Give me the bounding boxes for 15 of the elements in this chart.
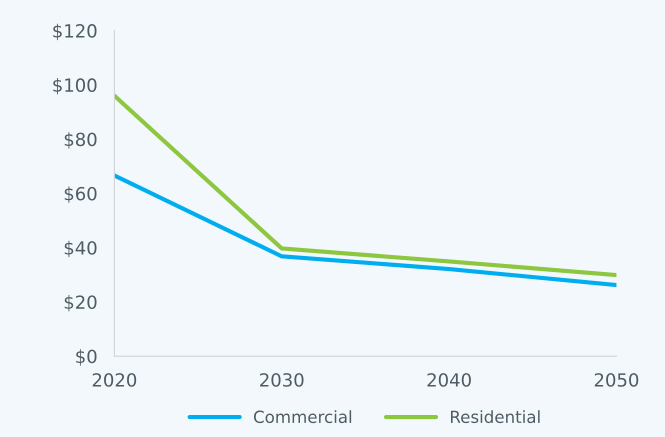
line-series [114, 173, 616, 288]
legend-label: Commercial [254, 410, 352, 424]
y-tick-label: $60 [64, 186, 97, 203]
y-tick-label: $80 [64, 132, 97, 149]
x-tick-label: 2050 [594, 373, 638, 387]
legend-label: Residential [450, 410, 540, 424]
x-tick-label: 2020 [92, 373, 136, 387]
line-series [114, 94, 616, 278]
y-tick-label: $20 [64, 295, 97, 312]
y-tick-label: $40 [64, 240, 97, 258]
y-tick-label: $120 [53, 24, 97, 40]
x-tick-label: 2040 [427, 373, 471, 387]
x-tick-label: 2030 [260, 373, 304, 387]
y-tick-label: $0 [76, 349, 97, 366]
y-tick-label: $100 [53, 78, 97, 94]
